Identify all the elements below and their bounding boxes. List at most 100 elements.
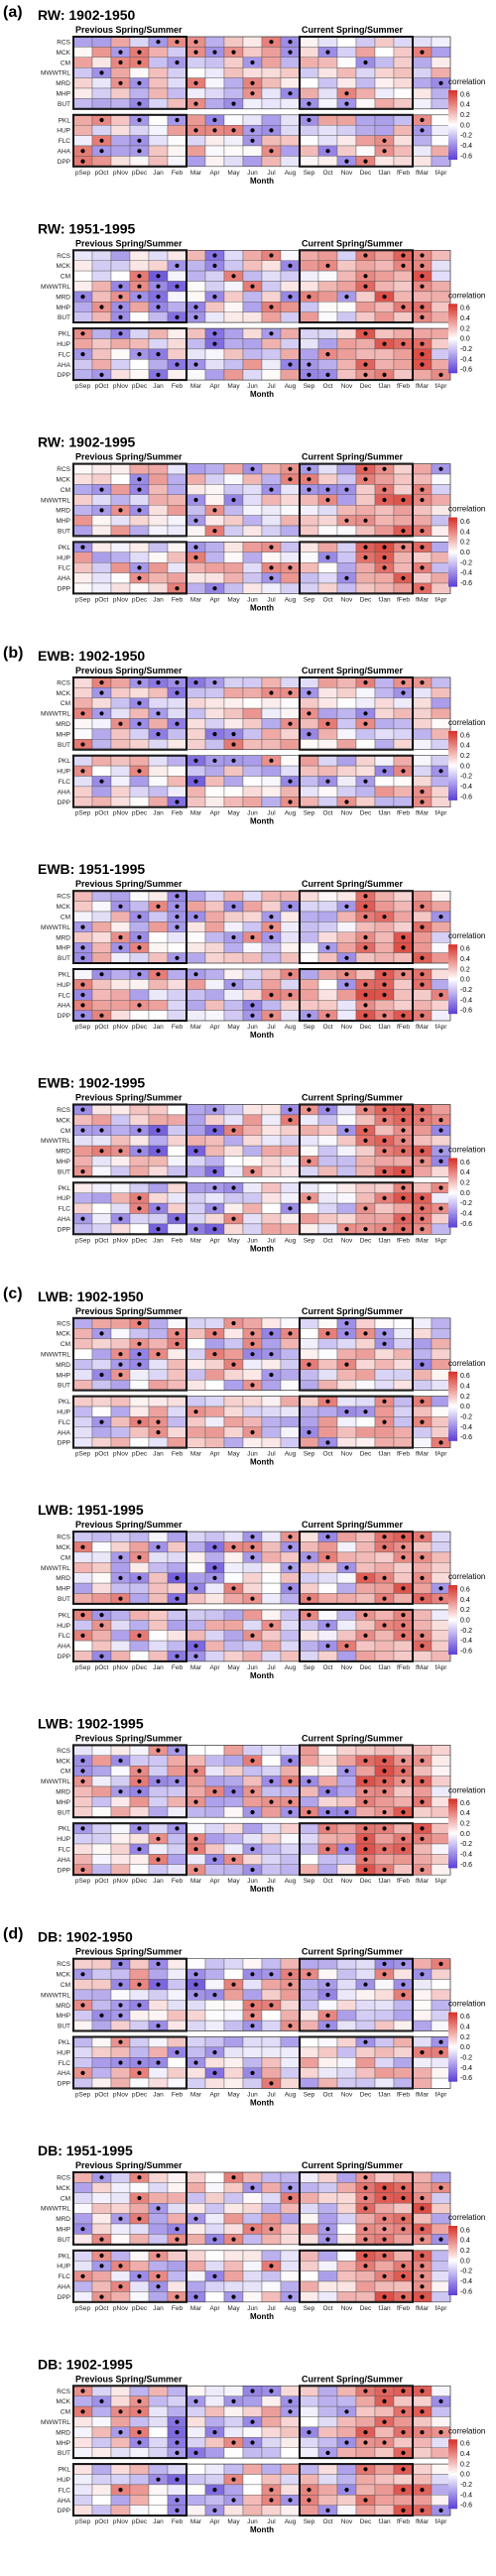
heatmap-cell bbox=[317, 931, 338, 943]
significance-dot bbox=[99, 1613, 104, 1618]
heatmap-cell bbox=[242, 1406, 263, 1417]
heatmap-cell bbox=[129, 952, 150, 964]
significance-dot bbox=[269, 1352, 274, 1357]
significance-dot bbox=[438, 1128, 443, 1133]
grid-border bbox=[72, 36, 451, 110]
significance-dot bbox=[156, 1227, 161, 1232]
significance-dot bbox=[118, 1352, 123, 1357]
heatmap-cell bbox=[280, 2270, 301, 2282]
legend-tick-label: 0.0 bbox=[460, 1618, 470, 1625]
heatmap-cell bbox=[186, 1010, 206, 1022]
heatmap-cell bbox=[431, 515, 451, 527]
heatmap-cell bbox=[280, 542, 301, 553]
significance-dot bbox=[382, 1779, 387, 1783]
heatmap-cell bbox=[91, 2484, 112, 2496]
legend-tick-label: -0.2 bbox=[460, 1841, 472, 1848]
heatmap-cell bbox=[261, 1833, 282, 1845]
significance-dot bbox=[344, 295, 349, 300]
heatmap-cell bbox=[280, 2474, 301, 2486]
heatmap-cell bbox=[374, 1989, 395, 2001]
heatmap-cell bbox=[148, 1192, 169, 1204]
heatmap-cell bbox=[110, 1327, 131, 1339]
significance-dot bbox=[382, 2273, 387, 2278]
heatmap-cell bbox=[317, 1854, 338, 1866]
heatmap-cell bbox=[72, 2291, 93, 2302]
heatmap-cell bbox=[167, 1640, 187, 1652]
heatmap-cell bbox=[204, 552, 225, 563]
heatmap-cell bbox=[261, 1640, 282, 1652]
site-label: MCK bbox=[57, 1758, 71, 1765]
heatmap-cell bbox=[110, 2202, 131, 2214]
heatmap-cell bbox=[91, 1182, 112, 1193]
significance-dot bbox=[231, 1982, 236, 1987]
heatmap-cell bbox=[336, 359, 357, 370]
heatmap-cell bbox=[261, 1000, 282, 1011]
heatmap-cell bbox=[148, 1000, 169, 1011]
significance-dot bbox=[231, 128, 236, 133]
heatmap-cell bbox=[393, 270, 414, 282]
site-label: BUT bbox=[58, 1809, 70, 1816]
heatmap-cell bbox=[186, 2405, 206, 2417]
heatmap-cell bbox=[148, 1968, 169, 1980]
heatmap-cell bbox=[261, 1755, 282, 1767]
significance-dot bbox=[231, 1362, 236, 1367]
significance-dot bbox=[99, 1654, 104, 1658]
significance-dot bbox=[118, 1149, 123, 1154]
significance-dot bbox=[193, 314, 198, 319]
heatmap-cell bbox=[223, 786, 244, 797]
heatmap-cell bbox=[186, 891, 206, 902]
heatmap-cell bbox=[242, 1745, 263, 1757]
heatmap-cell bbox=[167, 327, 187, 339]
heatmap-cell bbox=[223, 1000, 244, 1011]
significance-dot bbox=[344, 518, 349, 523]
heatmap-cell bbox=[299, 676, 319, 688]
heatmap-cell bbox=[317, 2213, 338, 2225]
section-tag: (c) bbox=[3, 1286, 23, 1302]
heatmap-cell bbox=[186, 114, 206, 126]
significance-dot bbox=[269, 758, 274, 764]
heatmap-cell bbox=[374, 2463, 395, 2475]
heatmap-cell bbox=[167, 338, 187, 350]
heatmap-cell bbox=[148, 114, 169, 126]
site-label: MCK bbox=[57, 263, 71, 270]
month-tick-label: Dec bbox=[360, 810, 372, 817]
heatmap-cell bbox=[280, 2484, 301, 2496]
significance-dot bbox=[401, 1779, 406, 1783]
heatmap-cell bbox=[129, 36, 150, 48]
significance-dot bbox=[382, 2195, 387, 2201]
month-tick-label: pOct bbox=[95, 2092, 109, 2099]
month-tick-label: Jul bbox=[267, 1024, 276, 1031]
heatmap-cell bbox=[317, 1406, 338, 1417]
significance-dot bbox=[363, 1847, 368, 1852]
significance-dot bbox=[175, 2440, 180, 2445]
heatmap-cell bbox=[204, 66, 225, 78]
heatmap-cell bbox=[412, 697, 433, 709]
month-tick-label: Oct bbox=[322, 1664, 332, 1671]
heatmap-cell bbox=[91, 2202, 112, 2214]
heatmap-cell bbox=[299, 1582, 319, 1594]
heatmap-cell bbox=[148, 359, 169, 370]
heatmap-cell bbox=[223, 1010, 244, 1022]
heatmap-cell bbox=[72, 1620, 93, 1631]
significance-dot bbox=[420, 1534, 425, 1539]
heatmap-cell bbox=[355, 66, 376, 78]
heatmap-cell bbox=[148, 2416, 169, 2428]
heatmap-cell bbox=[317, 2260, 338, 2271]
heatmap-cell bbox=[336, 1416, 357, 1428]
significance-dot bbox=[175, 924, 180, 929]
significance-dot bbox=[137, 80, 142, 85]
heatmap-cell bbox=[186, 2416, 206, 2428]
heatmap-cell bbox=[186, 952, 206, 964]
significance-dot bbox=[118, 314, 123, 319]
heatmap-cell bbox=[223, 327, 244, 339]
heatmap-cell bbox=[317, 1182, 338, 1193]
month-tick-label: Nov bbox=[341, 1664, 353, 1671]
heatmap-cell bbox=[355, 1369, 376, 1381]
month-tick-label: fApr bbox=[435, 1664, 448, 1671]
significance-dot bbox=[156, 1961, 161, 1966]
heatmap-cell bbox=[91, 2036, 112, 2048]
site-label: CM bbox=[61, 274, 70, 281]
legend-tick-label: -0.2 bbox=[460, 2482, 472, 2489]
significance-dot bbox=[193, 128, 198, 133]
significance-dot bbox=[420, 565, 425, 570]
